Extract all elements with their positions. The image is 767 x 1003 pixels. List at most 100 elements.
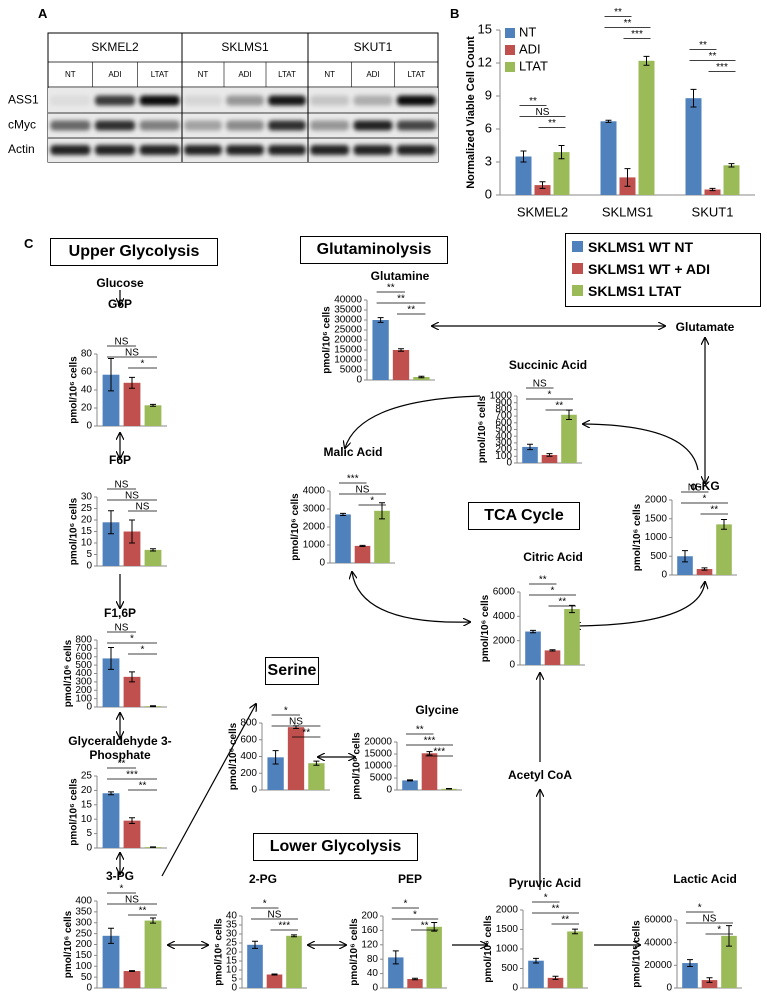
chart-title: PEP [397,872,422,886]
significance-label: ** [552,904,560,915]
blot-band [310,120,350,131]
protein-label: cMyc [8,118,36,132]
bar [541,454,558,463]
blot-band [268,145,306,155]
y-tick-label: 300 [75,917,92,928]
legend-label: ADI [519,41,541,56]
section-heading: Glutaminolysis [300,236,448,264]
y-tick-label: 0 [86,983,92,994]
error-bar [150,705,156,708]
y-tick-label: 5 [86,549,92,560]
significance-label: NS [115,623,129,634]
bar [308,763,325,790]
y-tick-label: 6 [485,120,492,135]
arrow [345,395,481,448]
y-axis-label: pmol/10⁶ cells [349,918,360,986]
bar [677,556,693,575]
blot-band [139,95,180,106]
lane-label: LTAT [151,70,169,79]
y-tick-label: 0 [251,785,257,796]
y-tick-label: 10000 [364,761,392,772]
blot-band [353,95,393,106]
bar [123,676,141,707]
y-tick-label: 5000 [340,365,363,376]
section-heading: Upper Glycolysis [50,238,218,266]
error-bar [709,187,716,192]
chart-title: Glutamine [370,269,430,283]
legend-label: LTAT [519,58,548,73]
error-bar [108,927,114,944]
lane-label: NT [198,70,209,79]
significance-label: * [703,494,707,505]
significance-label: * [141,645,145,656]
error-bar [377,317,384,323]
y-tick-label: 400 [495,431,512,442]
y-tick-label: 2000 [303,522,326,533]
y-tick-label: 2000 [496,905,519,916]
legend: SKLMS1 WT NT SKLMS1 WT + ADI SKLMS1 LTAT [565,233,761,307]
error-bar [340,512,346,516]
bar [402,780,418,790]
significance-label: ** [699,40,707,51]
y-tick-label: 100 [495,451,512,462]
significance-label: * [130,634,134,645]
legend-swatch [572,241,583,252]
y-tick-label: 0 [86,843,92,854]
y-tick-label: 15 [81,526,93,537]
blot-band [226,120,264,131]
bar [144,920,162,988]
bar [413,377,430,380]
bar [721,935,737,988]
error-bar [552,975,559,980]
error-bar [129,376,135,389]
lane-label: NT [65,70,76,79]
cell-line-label: SKMEL2 [91,40,139,54]
y-tick-label: 0 [661,570,667,581]
bar [287,727,305,790]
y-tick-label: 35000 [334,305,362,316]
significance-label: *** [347,474,359,485]
significance-label: NS [268,910,282,921]
blot-band [184,95,222,106]
y-tick-label: 0 [512,983,518,994]
bar [544,650,561,665]
y-tick-label: 500 [501,963,518,974]
significance-label: *** [126,770,138,781]
error-bar [272,750,279,765]
error-bar [291,934,297,938]
y-tick-label: 1000 [645,532,668,543]
arrow [161,704,256,877]
bar [144,405,162,426]
bar [704,189,721,195]
bar [123,382,141,426]
significance-label: ** [624,18,632,29]
lane-label: ADI [238,70,251,79]
y-tick-label: 200 [240,768,257,779]
significance-label: NS [536,107,550,118]
error-bar [549,649,556,652]
y-axis-label: pmol/10⁶ cells [483,915,494,983]
bar [696,569,713,575]
blot-band [353,145,393,155]
chart-title: Glyceraldehyde 3-Phosphate [68,734,172,762]
y-axis-label: pmol/10⁶ cells [322,306,333,374]
significance-label: *** [716,62,728,73]
significance-label: ** [397,294,405,305]
significance-label: ** [710,505,718,516]
bar [553,152,570,195]
significance-label: * [370,496,374,507]
x-tick-label: SKLMS1 [602,204,653,219]
bar [102,522,120,566]
significance-label: ** [614,7,622,18]
error-bar [643,55,650,66]
bar [102,374,120,426]
error-bar [129,970,135,972]
y-tick-label: 1000 [490,391,513,402]
y-tick-label: 0 [231,983,237,994]
error-bar [398,348,404,352]
blot-band [139,145,180,155]
y-axis-label: pmol/10⁶ cells [352,732,363,800]
error-bar [706,977,713,983]
significance-label: * [548,390,552,401]
lane-label: LTAT [278,70,296,79]
